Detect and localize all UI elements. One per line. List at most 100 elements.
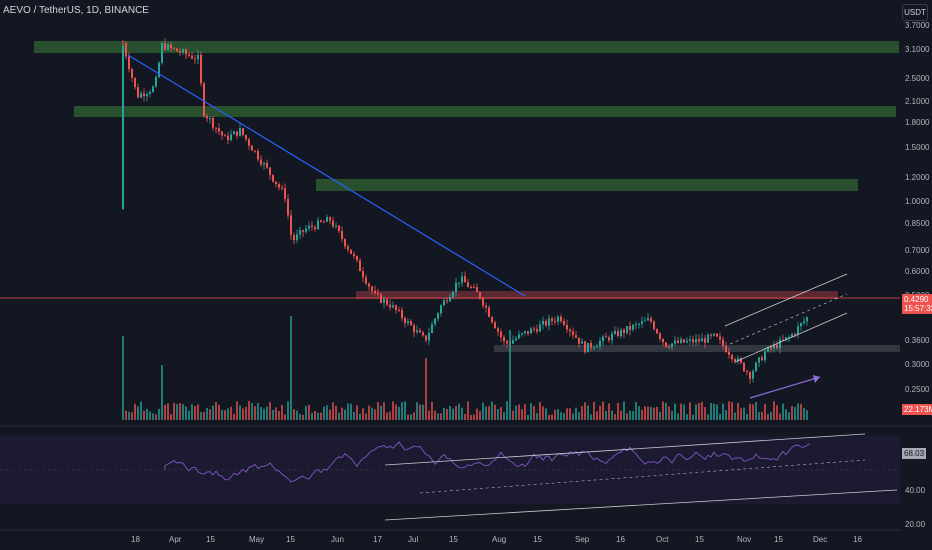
candle-body [461,276,463,283]
volume-bar [146,408,148,420]
price-tick: 0.7000 [905,245,930,255]
candle-body [698,338,700,342]
volume-bar [329,409,331,420]
candle-body [356,255,358,261]
candle-body [395,305,397,310]
volume-bar [134,403,136,420]
volume-bar [383,402,385,420]
candle-body [518,334,520,339]
candle-body [515,338,517,341]
candle-body [500,331,502,337]
volume-bar [554,409,556,420]
volume-bar [356,405,358,420]
volume-bar [752,404,754,420]
candle-body [185,49,187,55]
volume-bar [701,401,703,420]
volume-bar [176,404,178,420]
volume-bar [170,414,172,420]
volume-bar [575,407,577,420]
volume-bar [335,405,337,420]
price-tick: 0.3600 [905,335,930,345]
candle-body [254,150,256,152]
candle-body [770,347,772,349]
candle-body [290,215,292,236]
volume-bar [380,405,382,420]
candle-body [260,159,262,165]
time-tick: 18 [131,535,140,544]
candle-body [758,357,760,363]
volume-bar [593,401,595,420]
volume-bar [407,414,409,420]
candle-body [605,336,607,338]
currency-button[interactable]: USDT [902,4,928,21]
candle-body [614,330,616,334]
candle-body [542,320,544,325]
volume-bar [689,402,691,420]
price-tick: 3.7000 [905,20,930,30]
volume-bar [158,408,160,420]
candle-body [587,342,589,353]
volume-bar [629,410,631,420]
candle-body [491,316,493,323]
candle-body [332,220,334,227]
volume-bar [287,401,289,420]
candle-body [734,359,736,362]
volume-bar [392,401,394,420]
candle-body [296,234,298,241]
volume-bar [548,414,550,420]
candle-body [470,287,472,289]
candle-body [665,342,667,347]
rsi-pane [0,425,932,531]
volume-bar [539,401,541,420]
volume-bar [143,410,145,420]
candle-body [458,282,460,284]
volume-bar [602,401,604,420]
volume-bar [641,409,643,420]
candle-body [329,217,331,221]
candle-body [557,316,559,322]
volume-bar [557,409,559,420]
candle-body [671,343,673,348]
volume-bar [125,410,127,420]
candle-body [407,321,409,324]
candle-body [323,221,325,223]
volume-bar [578,412,580,420]
candle-body [164,43,166,50]
time-tick: Nov [737,535,752,544]
candle-body [338,225,340,231]
time-tick: Oct [656,535,669,544]
candle-body [806,317,808,322]
volume-bar [458,403,460,420]
volume-bar [536,413,538,420]
volume-bar [251,403,253,420]
candle-body [551,318,553,322]
volume-bar [668,406,670,420]
volume-bar [770,411,772,420]
rsi-tick: 20.00 [905,520,926,529]
candle-body [476,287,478,293]
candle-body [455,282,457,292]
channel-midline [729,293,848,345]
volume-bar [590,414,592,420]
volume-bar [566,408,568,420]
candle-body [347,246,349,250]
candle-body [593,347,595,349]
candle-body [152,86,154,92]
candle-body [674,340,676,344]
candle-body [506,341,508,344]
volume-bar [245,406,247,420]
time-tick: 15 [206,535,215,544]
volume-bar [362,408,364,420]
volume-bar [473,414,475,420]
volume-bar [389,411,391,420]
volume-bar [347,403,349,420]
volume-bar [560,412,562,420]
volume-bar [584,402,586,420]
candle-body [353,253,355,256]
candle-body [545,320,547,326]
candle-body [272,174,274,182]
volume-bar [323,406,325,420]
candle-body [413,325,415,333]
volume-bar [344,409,346,420]
